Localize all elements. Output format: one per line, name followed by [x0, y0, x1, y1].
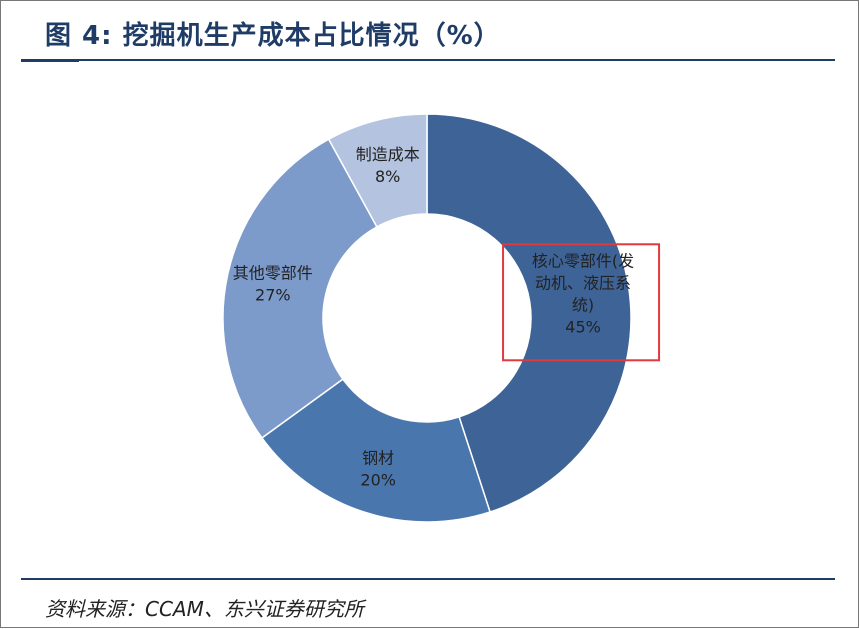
donut-slice-4	[327, 113, 428, 228]
slice-category-label: 钢材	[362, 448, 394, 467]
highlight-box	[502, 243, 661, 362]
slice-label-group-3: 其他零部件 27%	[233, 264, 313, 305]
slice-label-group-4: 制造成本 8%	[356, 145, 420, 186]
footer-rule	[21, 578, 835, 580]
donut-slice-2	[260, 378, 491, 523]
slice-category-label: 核心零部件(发	[532, 251, 634, 270]
donut-slice-1	[426, 113, 632, 513]
slice-category-label: 其他零部件	[233, 264, 313, 283]
source-note: 资料来源：CCAM、东兴证券研究所	[45, 597, 364, 621]
slice-category-label: 制造成本	[356, 145, 420, 164]
slice-value-label: 20%	[360, 470, 396, 489]
slice-category-label: 统)	[572, 295, 594, 314]
title-rule-accent	[21, 59, 79, 62]
title-rule	[79, 59, 835, 61]
slice-category-label: 动机、液压系	[535, 273, 631, 292]
slice-label-group-2: 钢材 20%	[360, 448, 396, 489]
slice-value-label: 45%	[565, 317, 601, 336]
figure-title: 图 4: 挖掘机生产成本占比情况（%）	[45, 21, 501, 51]
slice-value-label: 27%	[255, 286, 291, 305]
slice-value-label: 8%	[375, 167, 400, 186]
donut-slice-3	[222, 138, 378, 439]
